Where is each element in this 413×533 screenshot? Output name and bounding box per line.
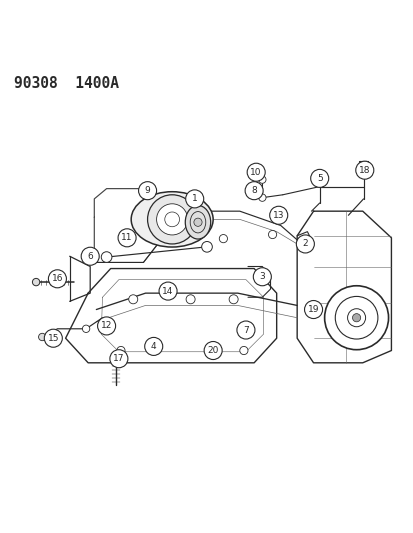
Text: 13: 13: [272, 211, 284, 220]
Circle shape: [109, 350, 128, 368]
Circle shape: [116, 346, 125, 354]
Text: 5: 5: [316, 174, 322, 183]
Circle shape: [247, 163, 265, 181]
Circle shape: [118, 229, 136, 247]
Circle shape: [164, 212, 179, 227]
Circle shape: [204, 346, 213, 354]
Circle shape: [44, 329, 62, 347]
Text: 3: 3: [259, 272, 265, 281]
Ellipse shape: [185, 205, 210, 239]
Text: 90308  1400A: 90308 1400A: [14, 76, 119, 91]
Circle shape: [310, 169, 328, 188]
Circle shape: [97, 317, 115, 335]
Circle shape: [82, 325, 90, 333]
Circle shape: [185, 190, 203, 208]
Circle shape: [258, 194, 266, 201]
Text: 12: 12: [101, 321, 112, 330]
Circle shape: [38, 333, 46, 341]
Text: 17: 17: [113, 354, 124, 363]
Circle shape: [239, 346, 247, 354]
Circle shape: [147, 195, 196, 244]
Text: 9: 9: [145, 186, 150, 195]
Circle shape: [219, 235, 227, 243]
Ellipse shape: [131, 192, 213, 247]
Text: 2: 2: [302, 239, 307, 248]
Circle shape: [244, 182, 263, 200]
Text: 4: 4: [151, 342, 156, 351]
Text: 16: 16: [52, 274, 63, 284]
Text: 19: 19: [307, 305, 318, 314]
Circle shape: [228, 295, 237, 304]
Text: 8: 8: [251, 186, 256, 195]
Text: 10: 10: [250, 168, 261, 177]
Circle shape: [151, 346, 159, 354]
Circle shape: [335, 296, 377, 339]
Circle shape: [156, 204, 187, 235]
Circle shape: [268, 230, 276, 239]
Circle shape: [324, 286, 388, 350]
Text: 11: 11: [121, 233, 133, 243]
Circle shape: [145, 337, 162, 356]
Circle shape: [236, 321, 254, 339]
Circle shape: [347, 309, 365, 327]
Circle shape: [32, 278, 40, 286]
Circle shape: [204, 342, 222, 360]
Circle shape: [48, 270, 66, 288]
Circle shape: [186, 295, 195, 304]
Circle shape: [193, 218, 202, 227]
Circle shape: [159, 282, 177, 300]
Circle shape: [355, 161, 373, 179]
Circle shape: [315, 174, 323, 182]
Circle shape: [296, 235, 313, 253]
Text: 6: 6: [87, 252, 93, 261]
Text: 15: 15: [47, 334, 59, 343]
Circle shape: [258, 176, 266, 183]
Text: 1: 1: [191, 195, 197, 204]
Text: 7: 7: [242, 326, 248, 335]
Circle shape: [112, 356, 119, 364]
Circle shape: [201, 241, 212, 252]
Circle shape: [138, 182, 156, 200]
Circle shape: [304, 301, 322, 319]
Circle shape: [128, 295, 138, 304]
Circle shape: [351, 313, 360, 322]
Text: 18: 18: [358, 166, 370, 175]
Circle shape: [269, 206, 287, 224]
Text: 14: 14: [162, 287, 173, 296]
Text: 20: 20: [207, 346, 218, 355]
Circle shape: [253, 268, 271, 286]
Circle shape: [81, 247, 99, 265]
Circle shape: [101, 252, 112, 262]
